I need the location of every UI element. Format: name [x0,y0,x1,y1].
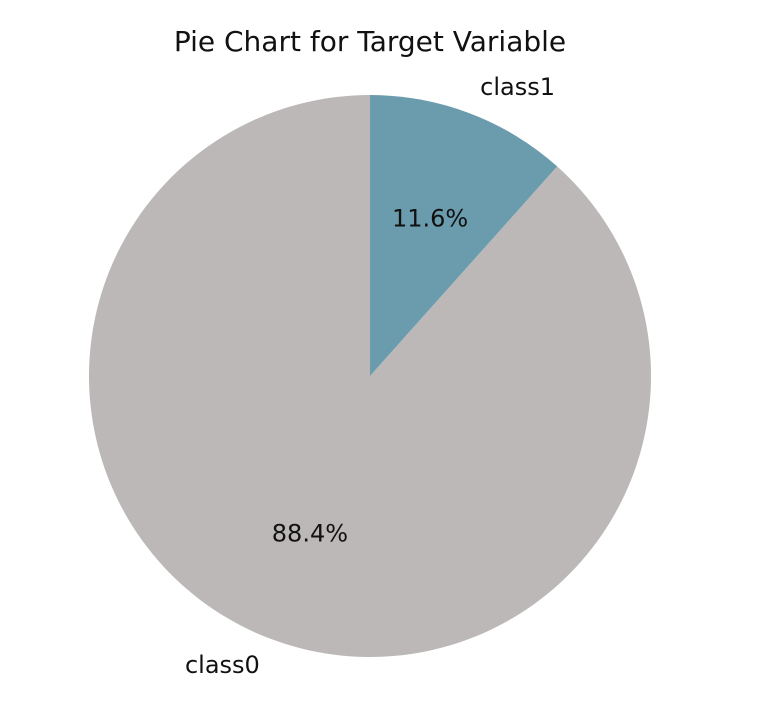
pie-labels: class0 88.4% class1 11.6% [185,73,555,679]
pie-slices [88,95,651,657]
legend-label-class1: class1 [480,73,555,101]
slice-class0 [88,95,651,657]
slice-class1 [370,95,558,376]
legend-label-class0: class0 [185,651,260,679]
percent-label-class0: 88.4% [272,520,348,548]
chart-title: Pie Chart for Target Variable [174,25,566,58]
percent-label-class1: 11.6% [392,204,468,232]
